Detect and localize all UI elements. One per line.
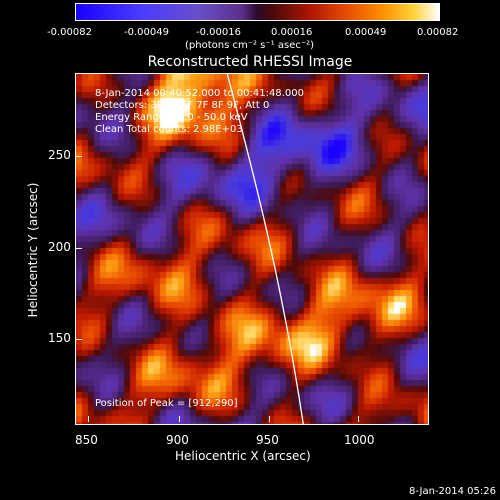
peak-position: Position of Peak = [912,290] xyxy=(95,398,238,409)
colorbar-tick-label: -0.00049 xyxy=(124,27,169,38)
y-tick-label: 250 xyxy=(48,148,71,162)
y-tick-label: 150 xyxy=(48,331,71,345)
y-tick-mark xyxy=(76,339,82,340)
colorbar-tick-label: -0.00016 xyxy=(196,27,241,38)
colorbar-tick-label: 0.00016 xyxy=(271,27,313,38)
limb-curve xyxy=(226,74,304,424)
colorbar xyxy=(75,3,440,21)
x-tick-mark xyxy=(179,416,180,422)
x-tick-label: 850 xyxy=(75,433,98,447)
colorbar-units: (photons cm⁻² s⁻¹ asec⁻²) xyxy=(185,40,315,51)
colorbar-tick-label: 0.00049 xyxy=(345,27,387,38)
x-axis-label: Heliocentric X (arcsec) xyxy=(175,449,311,463)
y-tick-mark xyxy=(76,248,82,249)
x-tick-label: 950 xyxy=(256,433,279,447)
colorbar-tick-label: 0.00082 xyxy=(417,27,459,38)
y-tick-label: 200 xyxy=(48,240,71,254)
info-energy-range: Energy Range: 25.0 - 50.0 keV xyxy=(95,112,248,123)
info-detectors: Detectors: 3F 5F 6F 7F 8F 9F, Att 0 xyxy=(95,100,270,111)
info-time-range: 8-Jan-2014 00:40:52.000 to 00:41:48.000 xyxy=(95,88,304,99)
rhessi-image-map xyxy=(76,74,428,424)
x-tick-label: 1000 xyxy=(344,433,375,447)
x-tick-label: 900 xyxy=(166,433,189,447)
x-tick-mark xyxy=(88,416,89,422)
info-counts: Clean Total counts: 2.98E+03 xyxy=(95,124,243,135)
footer-date: 8-Jan-2014 05:26 xyxy=(409,486,496,497)
y-tick-mark xyxy=(76,156,82,157)
rhessi-image-frame xyxy=(75,73,429,425)
x-tick-mark xyxy=(269,416,270,422)
colorbar-tick-label: -0.00082 xyxy=(47,27,92,38)
plot-title: Reconstructed RHESSI Image xyxy=(147,54,353,70)
y-axis-label: Heliocentric Y (arcsec) xyxy=(26,182,40,318)
x-tick-mark xyxy=(358,416,359,422)
